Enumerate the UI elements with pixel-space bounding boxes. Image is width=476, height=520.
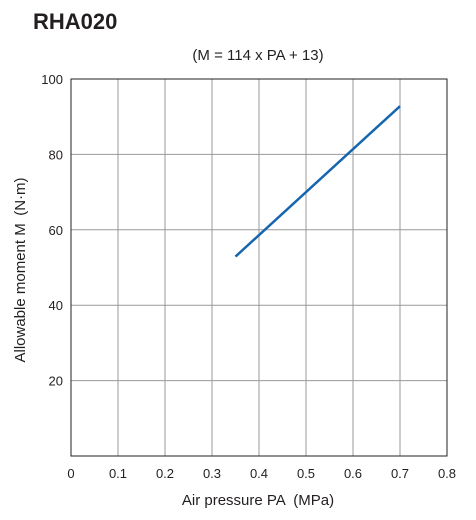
plot-frame xyxy=(70,78,448,457)
y-tick-label: 40 xyxy=(49,298,63,313)
x-tick-label: 0.8 xyxy=(438,466,456,481)
series-line xyxy=(234,105,401,258)
y-tick-label: 100 xyxy=(41,72,63,87)
x-tick-label: 0.7 xyxy=(391,466,409,481)
x-tick-label: 0.4 xyxy=(250,466,268,481)
x-axis-label: Air pressure PA (MPa) xyxy=(182,492,334,509)
x-tick-label: 0.5 xyxy=(297,466,315,481)
y-tick-label: 60 xyxy=(49,223,63,238)
x-tick-label: 0 xyxy=(67,466,74,481)
y-axis-label: Allowable moment M (N·m) xyxy=(12,177,29,362)
chart-title: RHA020 xyxy=(33,9,117,34)
y-tick-label: 80 xyxy=(49,147,63,162)
x-tick-label: 0.1 xyxy=(109,466,127,481)
y-tick-label: 20 xyxy=(49,374,63,389)
chart-subtitle: (M = 114 x PA + 13) xyxy=(192,47,323,64)
plot-area: 0 0.1 0.2 0.3 0.4 0.5 0.6 0.7 0.8 20 40 60 80 100 xyxy=(41,72,456,481)
x-tick-label: 0.3 xyxy=(203,466,221,481)
x-tick-label: 0.2 xyxy=(156,466,174,481)
x-tick-label: 0.6 xyxy=(344,466,362,481)
